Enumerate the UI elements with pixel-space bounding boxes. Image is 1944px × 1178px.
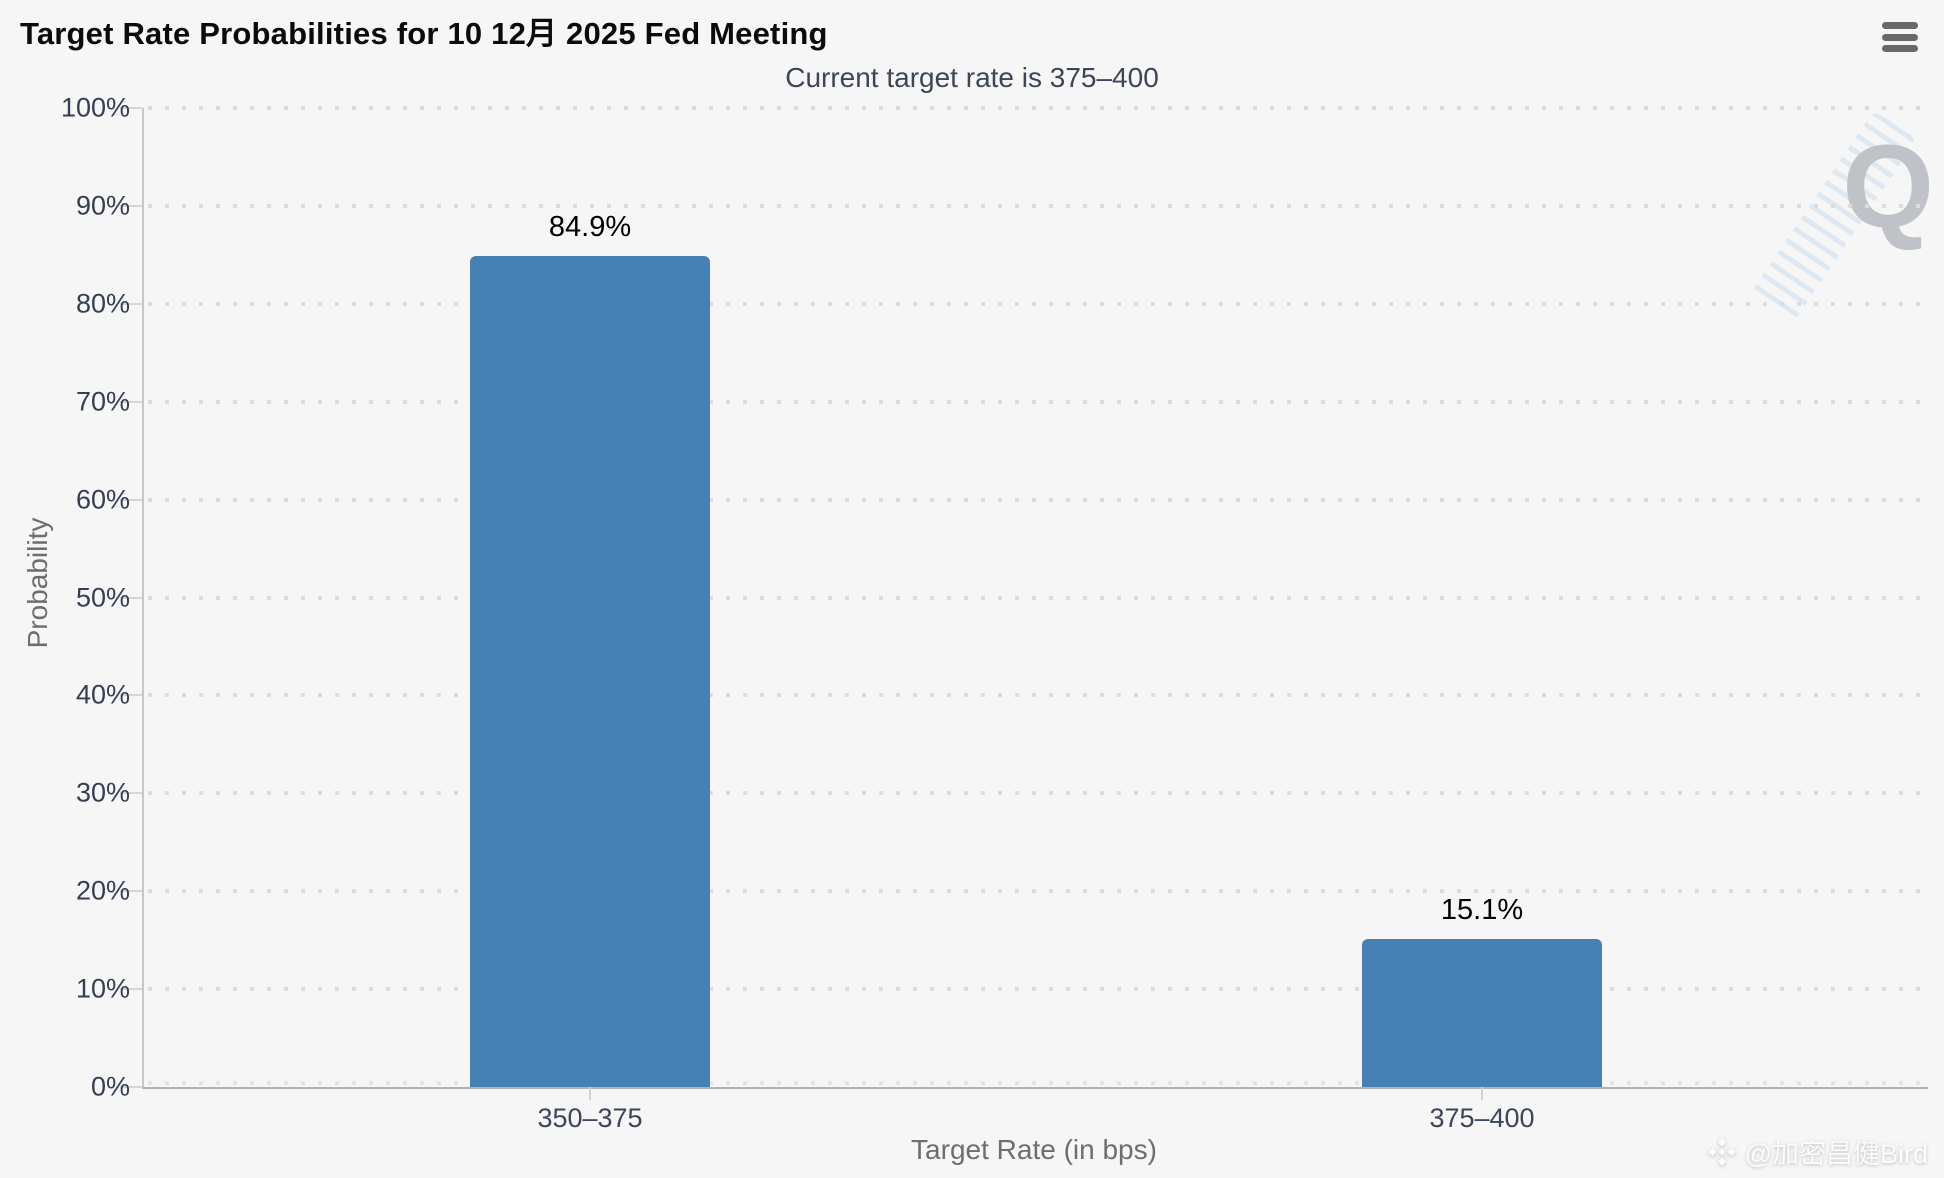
y-tick-label: 70% (75, 386, 130, 417)
y-tick-label: 30% (75, 777, 130, 808)
y-tick-mark (120, 694, 142, 697)
y-tick-label: 10% (75, 973, 130, 1004)
x-axis-minor-dots (148, 1081, 1928, 1085)
x-axis-title: Target Rate (in bps) (911, 1134, 1157, 1165)
y-tick-label: 50% (75, 582, 130, 612)
gridline-50% (148, 595, 1928, 600)
y-tick-label: 100% (60, 92, 130, 123)
y-tick-label: 40% (75, 679, 130, 710)
y-tick-label: 90% (75, 190, 130, 221)
gridline-10% (148, 987, 1928, 992)
gridline-20% (148, 889, 1928, 894)
y-tick-mark (120, 204, 142, 207)
y-tick-mark (120, 890, 142, 893)
y-tick-label: 80% (75, 288, 130, 319)
y-axis-title: Probability (22, 517, 53, 649)
chart-context-menu-button[interactable] (1882, 22, 1918, 52)
y-tick-mark (120, 596, 142, 599)
y-tick-mark (120, 1086, 142, 1088)
chart-title: Target Rate Probabilities for 10 12月 202… (20, 16, 828, 51)
hamburger-icon (1882, 33, 1918, 41)
y-tick-label: 20% (75, 875, 130, 906)
y-tick-mark (120, 107, 142, 109)
credit-watermark: @加密昌健Bird (1706, 1132, 1928, 1171)
x-category-label: 350–375 (537, 1103, 643, 1133)
bar-value-label: 15.1% (1440, 894, 1524, 927)
bar-value-label: 84.9% (548, 210, 632, 243)
y-tick-mark (120, 498, 142, 501)
gridline-100% (148, 106, 1928, 110)
y-tick-mark (120, 792, 142, 795)
hamburger-icon (1882, 45, 1918, 52)
gridline-80% (148, 301, 1928, 306)
gridline-70% (148, 399, 1928, 404)
y-tick-mark (120, 302, 142, 305)
hamburger-icon (1882, 22, 1918, 29)
binance-diamond-icon (1707, 1137, 1736, 1166)
gridline-90% (148, 203, 1928, 208)
credit-text: @加密昌健Bird (1744, 1139, 1928, 1169)
y-tick-mark (120, 988, 142, 991)
x-tick-mark (589, 1087, 591, 1100)
y-tick-label: 0% (90, 1071, 130, 1102)
x-category-label: 375–400 (1429, 1103, 1535, 1133)
x-tick-mark (1481, 1087, 1483, 1100)
y-tick-label: 60% (75, 484, 130, 515)
gridline-60% (148, 497, 1928, 502)
plot-area: 0% 10% 20% 30% 40% 50% 60% 70% 80% 90% 100% 84.9% 35… (61, 93, 1928, 1133)
y-tick-mark (120, 400, 142, 403)
bar-375–400[interactable] (1362, 939, 1602, 1087)
chart-subtitle: Current target rate is 375–400 (785, 62, 1159, 93)
gridline-40% (148, 693, 1928, 698)
bar-350–375[interactable] (470, 255, 710, 1087)
gridline-30% (148, 791, 1928, 796)
